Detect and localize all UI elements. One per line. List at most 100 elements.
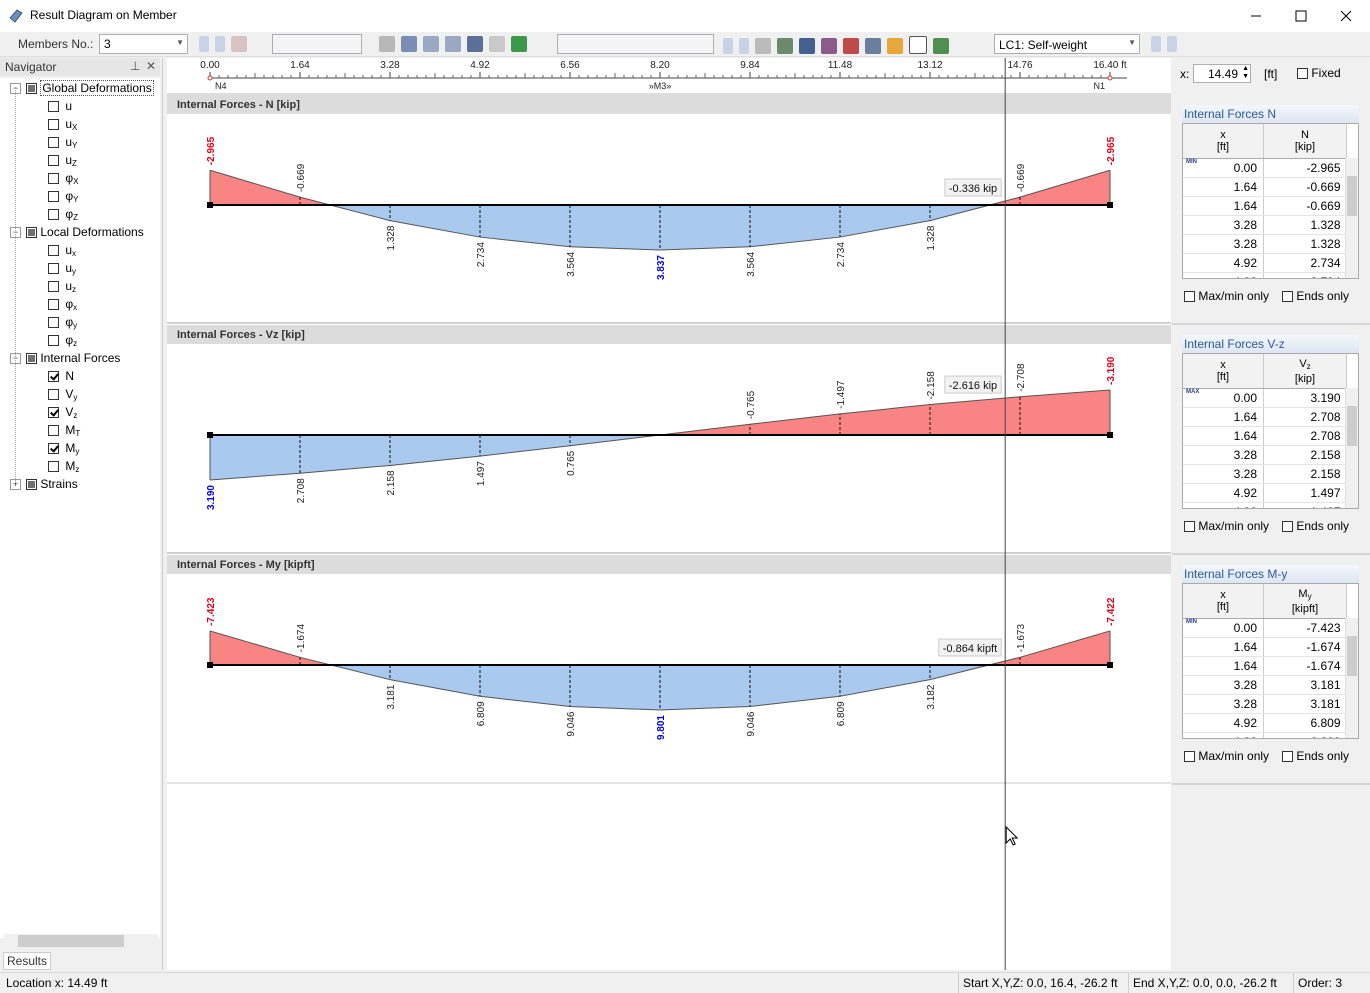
item-symbol: V [65, 387, 74, 401]
table-option[interactable]: Max/min only [1184, 519, 1269, 533]
nav-buttons[interactable] [1148, 36, 1180, 55]
tree-item[interactable]: u [48, 97, 72, 115]
cursor-value-box [944, 375, 1002, 394]
cursor-x-value: 14.49 [1207, 67, 1238, 81]
results-tab[interactable]: Results [3, 952, 51, 970]
table-row[interactable]: 4.92 6.809 [1183, 732, 1347, 738]
table-separator [1172, 323, 1370, 325]
column-name: N [1301, 129, 1309, 141]
tree-item[interactable]: uY [48, 133, 77, 151]
table-cell: 3.28 [1183, 234, 1264, 254]
table-row[interactable]: 4.92 1.497 [1183, 483, 1347, 503]
tool-icons[interactable] [720, 36, 952, 57]
diagram-fill [570, 665, 660, 710]
tree-group[interactable]: − Internal Forces [10, 349, 120, 367]
tree-item[interactable]: φX [48, 169, 78, 187]
tree-item[interactable]: uZ [48, 151, 77, 169]
tree-item[interactable]: Vz [48, 403, 77, 421]
table-row[interactable]: 1.64 2.708 [1183, 426, 1347, 446]
scroll-thumb [1347, 406, 1357, 446]
table-row[interactable]: 4.92 6.809 [1183, 713, 1347, 733]
checkbox [48, 461, 59, 473]
diagram-fill [480, 435, 570, 457]
table-cell: 4.92 [1183, 483, 1264, 503]
dropdown[interactable] [272, 34, 362, 54]
option-label: Ends only [1296, 749, 1350, 763]
cell-value: 0.00 [1233, 161, 1257, 175]
tree-group[interactable]: + Strains [10, 475, 78, 493]
tree-item[interactable]: φY [48, 187, 78, 205]
tool-icons[interactable] [376, 36, 530, 55]
ruler-tick-label: 1.64 [290, 60, 310, 71]
table-row[interactable]: 1.64 -0.669 [1183, 196, 1347, 216]
nav-buttons[interactable] [196, 36, 250, 55]
cell-value: 4.92 [1233, 716, 1257, 730]
tree-group[interactable]: − Local Deformations [10, 223, 144, 241]
table-row[interactable]: 3.28 3.181 [1183, 675, 1347, 695]
ruler-tick-label: 14.76 [1007, 60, 1032, 71]
panel-title-bar [167, 555, 1171, 574]
status-location: Location x: 14.49 ft [6, 976, 108, 990]
tree-item[interactable]: uy [48, 259, 76, 277]
table-option[interactable]: Ends only [1282, 289, 1349, 303]
table-cell: 6.809 [1263, 713, 1347, 733]
cursor-value: -0.864 kipft [943, 643, 997, 655]
member-select[interactable]: 3 ▼ [99, 34, 188, 54]
scrollbar[interactable] [4, 934, 158, 948]
column-unit: [ft] [1216, 601, 1230, 613]
tree-group[interactable]: − Global Deformations [10, 79, 154, 97]
tree-item[interactable]: Vy [48, 385, 77, 403]
table-option[interactable]: Ends only [1282, 519, 1349, 533]
cell-value: 3.28 [1233, 697, 1257, 711]
table-option[interactable]: Max/min only [1184, 749, 1269, 763]
tree-item[interactable]: φx [48, 295, 77, 313]
table-row[interactable]: 3.28 3.181 [1183, 694, 1347, 714]
tree-item[interactable]: φZ [48, 205, 78, 223]
table-grid: x [ft] N [kip] MIN 0.00 -2.965 1.64 -0.669 1.64 -0… [1182, 123, 1359, 279]
tree-item[interactable]: uz [48, 277, 76, 295]
table-row[interactable]: 1.64 2.708 [1183, 407, 1347, 427]
cell-value: -1.674 [1306, 640, 1341, 654]
table-cell: 3.28 [1183, 464, 1264, 484]
cell-value: 3.28 [1233, 678, 1257, 692]
table-row[interactable]: 3.28 2.158 [1183, 464, 1347, 484]
load-case-select[interactable]: LC1: Self-weight ▼ [994, 34, 1140, 54]
table-row[interactable]: 1.64 -0.669 [1183, 177, 1347, 197]
tree-item[interactable]: uX [48, 115, 77, 133]
table-cell: 1.497 [1263, 502, 1347, 508]
tree-item[interactable]: φz [48, 331, 77, 349]
tree-item[interactable]: ux [48, 241, 76, 259]
window-controls[interactable] [1232, 0, 1370, 32]
table-row[interactable]: 3.28 2.158 [1183, 445, 1347, 465]
table-row[interactable]: MAX 0.00 3.190 [1183, 388, 1347, 408]
table-row[interactable]: 1.64 -1.674 [1183, 637, 1347, 657]
table-row[interactable]: 3.28 1.328 [1183, 215, 1347, 235]
tree-item[interactable]: φy [48, 313, 77, 331]
tree-item[interactable]: My [48, 439, 79, 457]
column-header: x [ft] [1183, 584, 1264, 619]
pin[interactable]: ⊥ [130, 59, 141, 73]
table-row[interactable]: 1.64 -1.674 [1183, 656, 1347, 676]
diagram-fill [1020, 630, 1110, 665]
table-option[interactable]: Ends only [1282, 749, 1349, 763]
fixed-option[interactable]: Fixed [1297, 66, 1341, 80]
checkbox [48, 137, 59, 149]
item-symbol: V [65, 405, 74, 419]
cell-value: 2.158 [1310, 467, 1341, 481]
cell-value: 2.734 [1310, 275, 1340, 278]
table-row[interactable]: MIN 0.00 -2.965 [1183, 158, 1347, 178]
tree-item[interactable]: Mz [48, 457, 79, 475]
tree-item[interactable]: MT [48, 421, 80, 439]
close[interactable]: ✕ [146, 59, 157, 73]
cursor-x-input[interactable]: 14.49 ▲ ▼ [1193, 64, 1251, 83]
table-row[interactable]: 3.28 1.328 [1183, 234, 1347, 254]
tree-item[interactable]: N [48, 367, 74, 385]
table-option[interactable]: Max/min only [1184, 289, 1269, 303]
dropdown[interactable] [557, 34, 714, 54]
table-row[interactable]: 4.92 2.734 [1183, 272, 1347, 278]
table-row[interactable]: 4.92 2.734 [1183, 253, 1347, 273]
table-row[interactable]: 4.92 1.497 [1183, 502, 1347, 508]
table-row[interactable]: MIN 0.00 -7.423 [1183, 618, 1347, 638]
member-end [207, 662, 213, 668]
item-subscript: z [73, 411, 78, 420]
